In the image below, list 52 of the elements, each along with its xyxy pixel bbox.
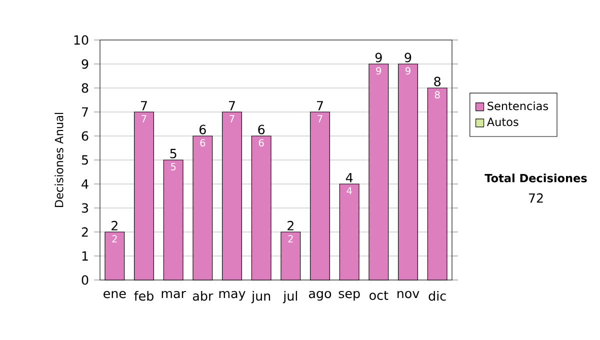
total-label: 7 [229,101,235,110]
x-tick-label: oct [370,290,388,300]
total-label: 2 [288,220,294,230]
x-tick-label: nov [398,290,420,298]
data-label: 6 [200,139,206,147]
total-label: 2 [112,220,118,230]
x-tick-label: mar [162,290,186,298]
y-tick-label: 5 [82,155,88,165]
y-tick-label: 4 [82,179,88,189]
total-label: 6 [258,124,265,134]
y-tick-label: 1 [82,251,88,261]
y-tick-label: 3 [82,203,88,213]
text: 72 [528,193,543,203]
y-tick-label: 8 [82,83,88,93]
total-label: 7 [141,101,147,110]
x-tick-label: jul [282,290,298,304]
x-tick-label: may [219,290,246,301]
data-label: 8 [434,91,440,99]
total-label: 6 [200,124,206,134]
data-label: 5 [170,163,176,170]
x-tick-label: ene [104,290,126,298]
legend-label: Autos [486,118,518,126]
legend-label: Sentencias [488,102,548,110]
total-label: 5 [170,148,176,158]
data-label: 2 [288,235,293,242]
total-label: 9 [404,52,412,62]
y-tick-label: 9 [82,59,88,69]
y-tick-label: 10 [74,35,88,45]
text: Total Decisiones [484,174,587,182]
x-tick-label: dic [428,290,446,301]
data-label: 7 [142,115,146,122]
data-label: 7 [318,115,322,122]
data-label: 9 [405,67,410,75]
total-label: 4 [346,173,353,182]
total-label: 7 [317,101,323,110]
x-tick-label: sep [338,290,360,301]
data-label: 7 [230,115,234,122]
total-label: 8 [434,76,440,86]
data-label: 6 [258,139,264,147]
y-tick-label: 7 [82,107,88,117]
total-label: 9 [375,52,382,62]
y-tick-label: 6 [82,131,88,141]
x-tick-label: abr [192,290,214,301]
x-tick-label: feb [134,290,154,301]
x-tick-label: jun [251,290,270,304]
data-label: 4 [346,187,352,194]
y-axis-title: Decisiones Anual [54,112,64,207]
data-label: 9 [376,67,382,75]
x-tick-label: ago [308,290,332,301]
y-tick-label: 2 [82,227,88,237]
y-tick-label: 0 [82,275,88,285]
data-label: 2 [112,235,117,242]
